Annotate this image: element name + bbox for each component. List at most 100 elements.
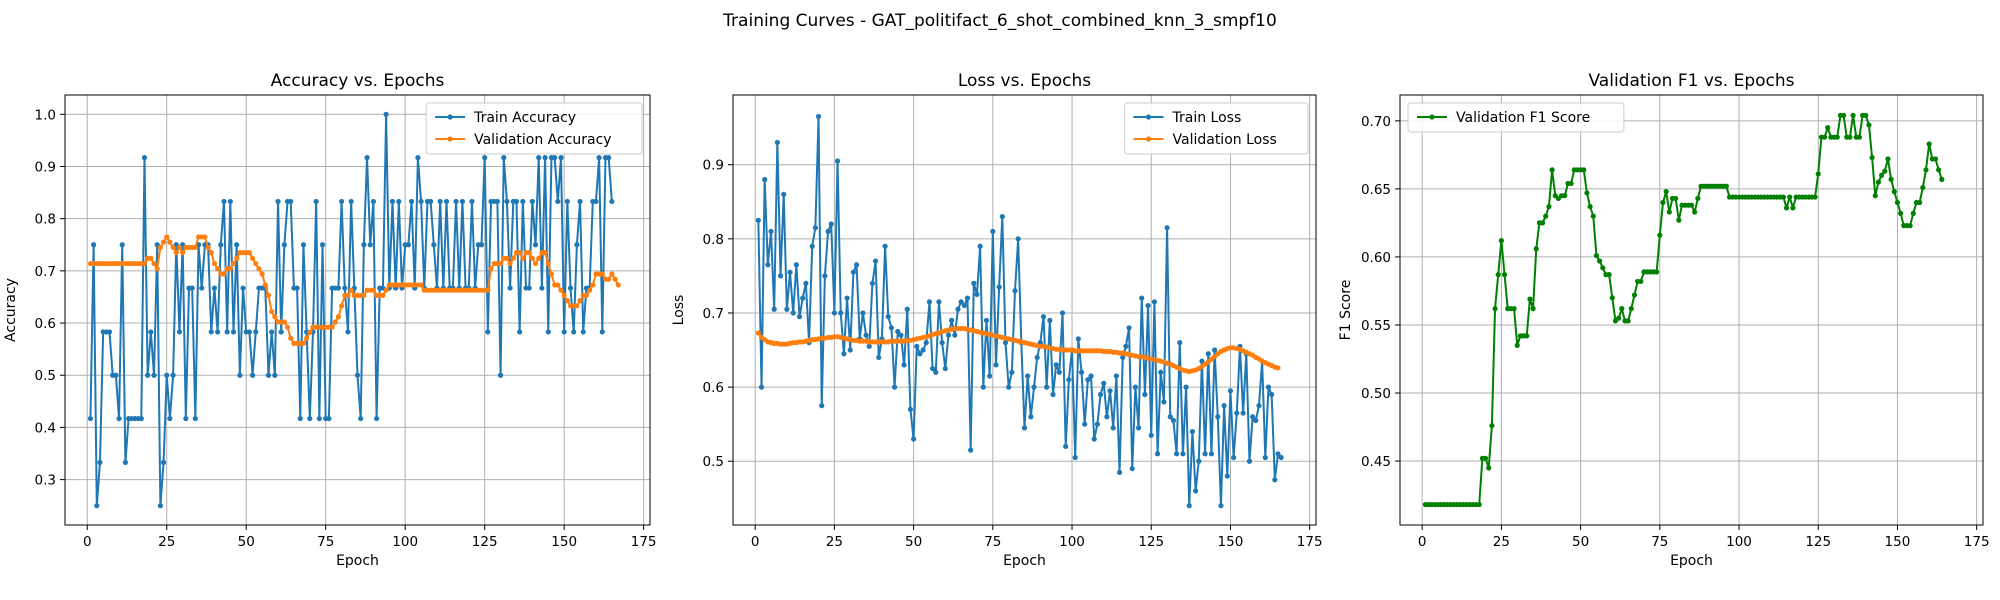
panel-title: Accuracy vs. Epochs [271,71,445,91]
data-point [907,406,914,412]
data-point [348,287,354,293]
data-point [1628,306,1634,312]
data-point [249,255,256,261]
data-point [583,292,590,298]
data-point [272,314,278,320]
data-point [838,310,844,316]
data-point [122,459,129,465]
data-point [215,329,221,335]
data-point [520,198,526,205]
series-line-1 [757,115,1282,507]
data-point [977,243,983,249]
data-point [211,285,218,291]
data-point [1486,465,1492,471]
y-tick-label: 0.7 [703,306,724,322]
data-point [526,250,532,256]
data-point [339,198,345,205]
y-tick-label: 0.8 [703,232,724,248]
data-point [361,242,367,248]
data-point [612,276,618,282]
data-point [370,198,376,205]
data-point [1549,167,1555,173]
data-point [1616,315,1622,321]
data-point [1148,432,1154,438]
chart-panel-2: Loss vs. Epochs 0 25 50 75 100 125 150 175 0.5 0.6… [671,71,1323,569]
data-point [275,198,281,205]
data-point [176,329,183,335]
plot-frame [1399,94,1984,526]
y-tick-label: 0.65 [1361,182,1391,198]
data-point [586,287,593,293]
data-point [599,329,605,335]
data-point [94,503,100,509]
data-point [141,155,148,161]
data-point [1932,156,1939,162]
data-point [294,285,300,291]
data-point [952,332,958,338]
data-point [215,266,221,272]
x-tick-label: 175 [631,534,657,550]
data-point [348,198,354,205]
data-point [1888,176,1894,182]
y-tick-label: 0.8 [35,212,56,228]
data-point [1063,443,1069,450]
data-point [1631,292,1638,298]
data-point [1787,194,1793,200]
y-tick-label: 0.7 [35,264,56,280]
data-point [1666,209,1672,215]
data-point [968,447,974,453]
data-point [1262,454,1268,461]
data-point [154,266,160,272]
data-point [1231,454,1237,461]
data-point [269,329,275,335]
data-point [1094,421,1100,427]
data-point [485,287,491,293]
data-point [1031,384,1037,390]
data-point [1533,246,1539,252]
data-point [87,415,94,422]
data-point [536,155,542,161]
series-markers-1 [87,111,615,509]
data-point [256,266,262,272]
data-point [504,198,510,205]
data-point [762,176,768,183]
data-point [253,260,259,267]
data-point [240,285,246,291]
data-point [332,319,338,325]
data-point [1894,199,1901,206]
data-point [1660,199,1666,206]
data-point [453,198,459,205]
data-point [1129,466,1135,472]
y-tick-label: 0.70 [1361,114,1391,130]
data-point [1546,203,1552,210]
data-point [106,329,113,335]
x-tick-label: 100 [1726,534,1752,550]
data-point [1075,336,1081,342]
y-tick-label: 0.6 [35,316,56,332]
data-point [1164,225,1170,231]
data-point [971,280,977,286]
data-point [1625,318,1631,324]
data-point [262,282,268,288]
data-point [1161,399,1167,405]
data-point [1212,347,1218,353]
data-point [1879,172,1885,178]
data-point [1815,171,1821,177]
y-tick-label: 0.9 [703,158,724,174]
data-point [561,292,567,298]
data-point [1177,340,1183,346]
data-point [1910,210,1916,216]
data-point [1265,384,1272,390]
data-point [933,369,939,375]
data-point [876,354,882,361]
data-point [507,260,513,267]
data-point [1139,295,1145,301]
data-point [418,198,424,205]
data-point [555,282,561,288]
data-point [1082,421,1088,427]
data-point [1581,167,1587,173]
data-point [300,340,307,346]
data-point [1256,403,1262,409]
data-point [1597,258,1603,264]
x-tick-label: 25 [1493,534,1510,550]
